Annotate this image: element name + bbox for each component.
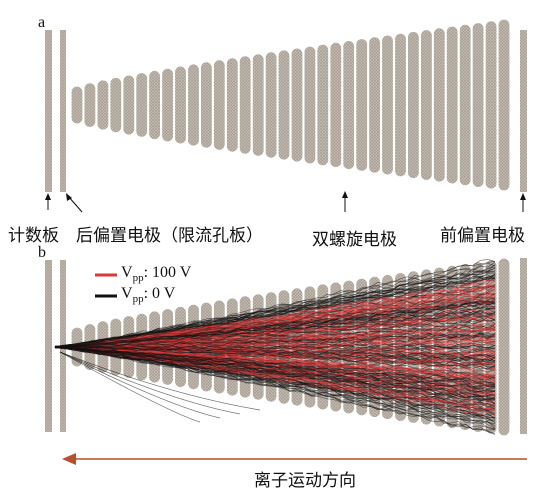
helix-ring: [109, 76, 123, 134]
ion-trajectory: [54, 303, 496, 348]
helix-ring: [316, 43, 330, 167]
ion-trajectory-stray: [59, 351, 241, 415]
front-bias-electrode-b: [520, 258, 527, 434]
helix-ring: [251, 53, 265, 157]
ion-trajectories: [54, 259, 496, 435]
ion-trajectory: [54, 300, 496, 348]
direction-label: 离子运动方向: [254, 471, 356, 491]
helix-ring: [393, 32, 408, 178]
front-bias-electrode-label: 前偏置电极: [440, 226, 525, 246]
ion-trajectory: [54, 345, 496, 400]
helix-ring: [186, 63, 201, 147]
ion-trajectory: [54, 346, 496, 384]
helix-ring: [122, 74, 136, 136]
panel-b-geometry: [45, 257, 527, 465]
helix-ring: [342, 39, 356, 171]
ion-trajectory: [55, 346, 496, 364]
helix-ring: [380, 34, 395, 176]
counter-plate-label: 计数板: [8, 226, 59, 246]
helix-ring: [471, 21, 485, 189]
ion-trajectory: [54, 346, 496, 397]
counter-plate-b: [45, 260, 52, 432]
ion-trajectory: [54, 318, 496, 348]
ion-trajectory-stray: [59, 351, 261, 411]
ion-trajectory: [54, 277, 496, 348]
ion-trajectory: [55, 346, 496, 372]
ion-trajectory: [55, 278, 496, 348]
helix-ring: [199, 61, 213, 149]
ion-trajectory: [55, 312, 496, 348]
ion-trajectory: [54, 346, 496, 393]
helix-ring: [212, 59, 226, 151]
ion-trajectory: [54, 347, 496, 429]
ion-trajectory: [54, 272, 496, 347]
helix-ring: [368, 36, 382, 174]
helix-ring: [96, 79, 110, 131]
helix-ring: [445, 25, 459, 185]
legend-entry-0v: Vpp: 0 V: [121, 285, 176, 306]
helix-ring: [264, 51, 278, 159]
ion-trajectory: [54, 272, 496, 348]
helix-ring: [303, 45, 317, 165]
rear-bias-electrode-label: 后偏置电极（限流孔板）: [76, 226, 263, 246]
helix-ring: [419, 28, 433, 182]
helix-ring: [173, 65, 188, 145]
helix-ring: [497, 257, 511, 437]
helix-ring: [161, 67, 175, 143]
helix-ring: [148, 69, 162, 141]
ion-trajectory: [54, 347, 496, 401]
ion-trajectory-stray: [59, 351, 201, 423]
panel-b-letter: b: [38, 244, 46, 261]
ion-trajectory: [54, 264, 496, 348]
counter-plate: [45, 30, 52, 192]
direction-arrowhead: [62, 453, 76, 465]
helix-ring: [70, 85, 84, 125]
ion-trajectory: [54, 346, 496, 387]
helix-ring: [406, 30, 420, 180]
panel-a-letter: a: [38, 14, 46, 31]
ion-trajectory-stray: [59, 351, 221, 419]
helix-ring: [497, 18, 511, 192]
rear-bias-electrode: [60, 30, 66, 192]
ion-trajectory: [54, 346, 496, 360]
double-helix-electrode: [70, 18, 511, 192]
helix-ring: [458, 23, 472, 187]
ion-trajectory: [54, 333, 496, 348]
ion-trajectory: [54, 346, 496, 392]
ion-trajectory: [54, 308, 496, 348]
helix-ring: [238, 54, 252, 155]
helix-ring: [484, 20, 498, 190]
ion-trajectory: [54, 341, 496, 349]
ion-trajectory: [54, 346, 496, 405]
helix-ring: [329, 41, 343, 169]
ion-trajectory: [54, 288, 496, 348]
helix-ring: [135, 71, 149, 139]
ion-trajectory: [54, 261, 496, 348]
ion-trajectory: [54, 345, 496, 379]
helix-ring: [432, 27, 446, 183]
ion-trajectory: [54, 342, 496, 349]
helix-ring: [355, 37, 369, 172]
front-bias-electrode: [520, 30, 527, 192]
legend-entry-100v: Vpp: 100 V: [121, 264, 192, 285]
helix-ring: [290, 47, 304, 163]
double-helix-electrode-label: 双螺旋电极: [312, 230, 397, 250]
panel-a-geometry: [45, 18, 527, 213]
helix-ring: [225, 56, 239, 153]
helix-ring: [83, 81, 97, 129]
helix-ring: [277, 49, 291, 161]
